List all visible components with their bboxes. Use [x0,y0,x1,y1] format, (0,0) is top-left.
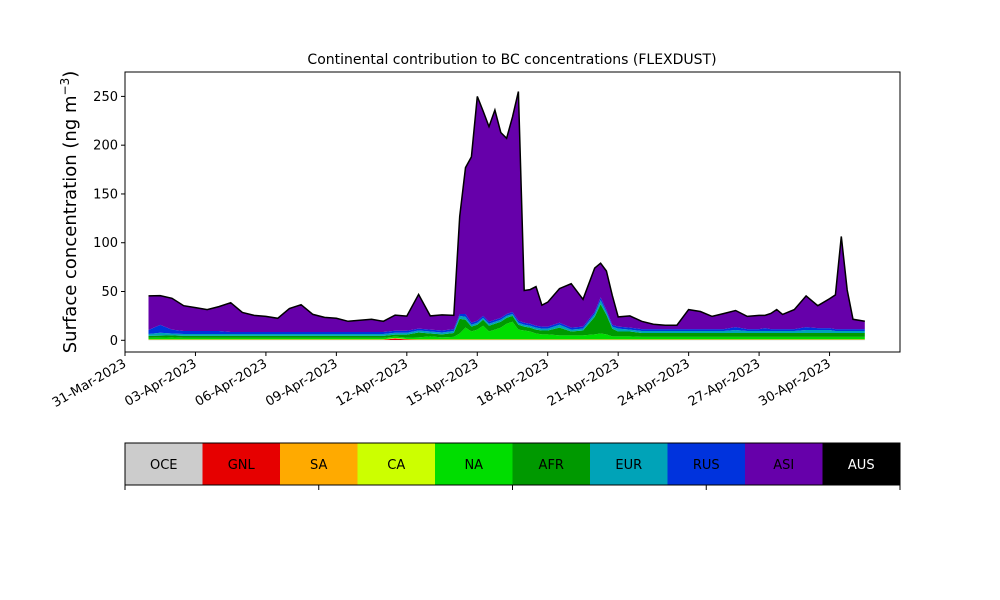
x-tick-label: 06-Apr-2023 [193,356,270,409]
legend-swatch-gnl [202,443,281,485]
area-ca [148,338,865,340]
legend-label-afr: AFR [539,458,564,473]
y-tick-label: 200 [93,139,118,154]
x-tick-label: 27-Apr-2023 [686,356,763,409]
legend-swatch-eur [590,443,668,485]
area-eur [148,300,865,336]
y-axis-label: Surface concentration (ng m−3) [58,71,81,354]
y-tick-label: 150 [93,187,118,202]
legend-label-na: NA [464,458,483,473]
y-axis-label-main: Surface concentration (ng m [60,95,81,353]
total-outline [148,91,865,326]
area-rus [148,297,865,334]
legend-swatch-oce [125,443,203,485]
legend-label-aus: AUS [848,458,875,473]
chart-title: Continental contribution to BC concentra… [307,52,716,68]
x-tick-label: 09-Apr-2023 [263,356,340,409]
x-tick-label: 12-Apr-2023 [334,356,411,409]
plot-frame [124,71,901,353]
x-tick-label: 03-Apr-2023 [122,356,199,409]
legend-swatch-ca [357,443,436,485]
y-axis-label-close: ) [60,71,81,78]
y-tick-label: 50 [101,285,118,300]
x-tick-label: 21-Apr-2023 [545,356,622,409]
x-tick-label: 18-Apr-2023 [475,356,552,409]
legend-label-asi: ASI [773,458,794,473]
x-tick-label: 24-Apr-2023 [616,356,693,409]
y-axis-label-superscript: −3 [58,78,72,96]
area-asi [148,91,865,332]
legend-swatch-sa [280,443,358,485]
x-axis: 31-Mar-202303-Apr-202306-Apr-202309-Apr-… [50,352,834,411]
legend-swatch-asi [745,443,823,485]
legend-swatch-na [435,443,513,485]
legend-label-eur: EUR [615,458,642,473]
area-gnl [148,338,865,340]
y-axis: 0 50 100 150 200 250 [93,90,125,349]
legend-label-oce: OCE [150,458,178,473]
y-tick-label: 100 [93,236,118,251]
y-tick-label: 250 [93,90,118,105]
stacked-areas [148,91,865,341]
legend-swatch-afr [512,443,591,485]
area-afr [148,304,865,338]
legend-label-sa: SA [310,458,327,473]
legend-swatch-rus [667,443,746,485]
area-sa [148,338,865,340]
colorbar-legend: OCE GNL SA CA NA AFR EUR RUS ASI AUS [124,442,901,490]
x-tick-label: 30-Apr-2023 [756,356,833,409]
legend-label-ca: CA [387,458,405,473]
area-na [148,321,865,340]
legend-label-gnl: GNL [228,458,256,473]
x-tick-label: 31-Mar-2023 [50,356,129,410]
legend-label-rus: RUS [693,458,720,473]
y-tick-label: 0 [110,334,118,349]
legend-swatch-aus [822,443,901,485]
x-tick-label: 15-Apr-2023 [404,356,481,409]
